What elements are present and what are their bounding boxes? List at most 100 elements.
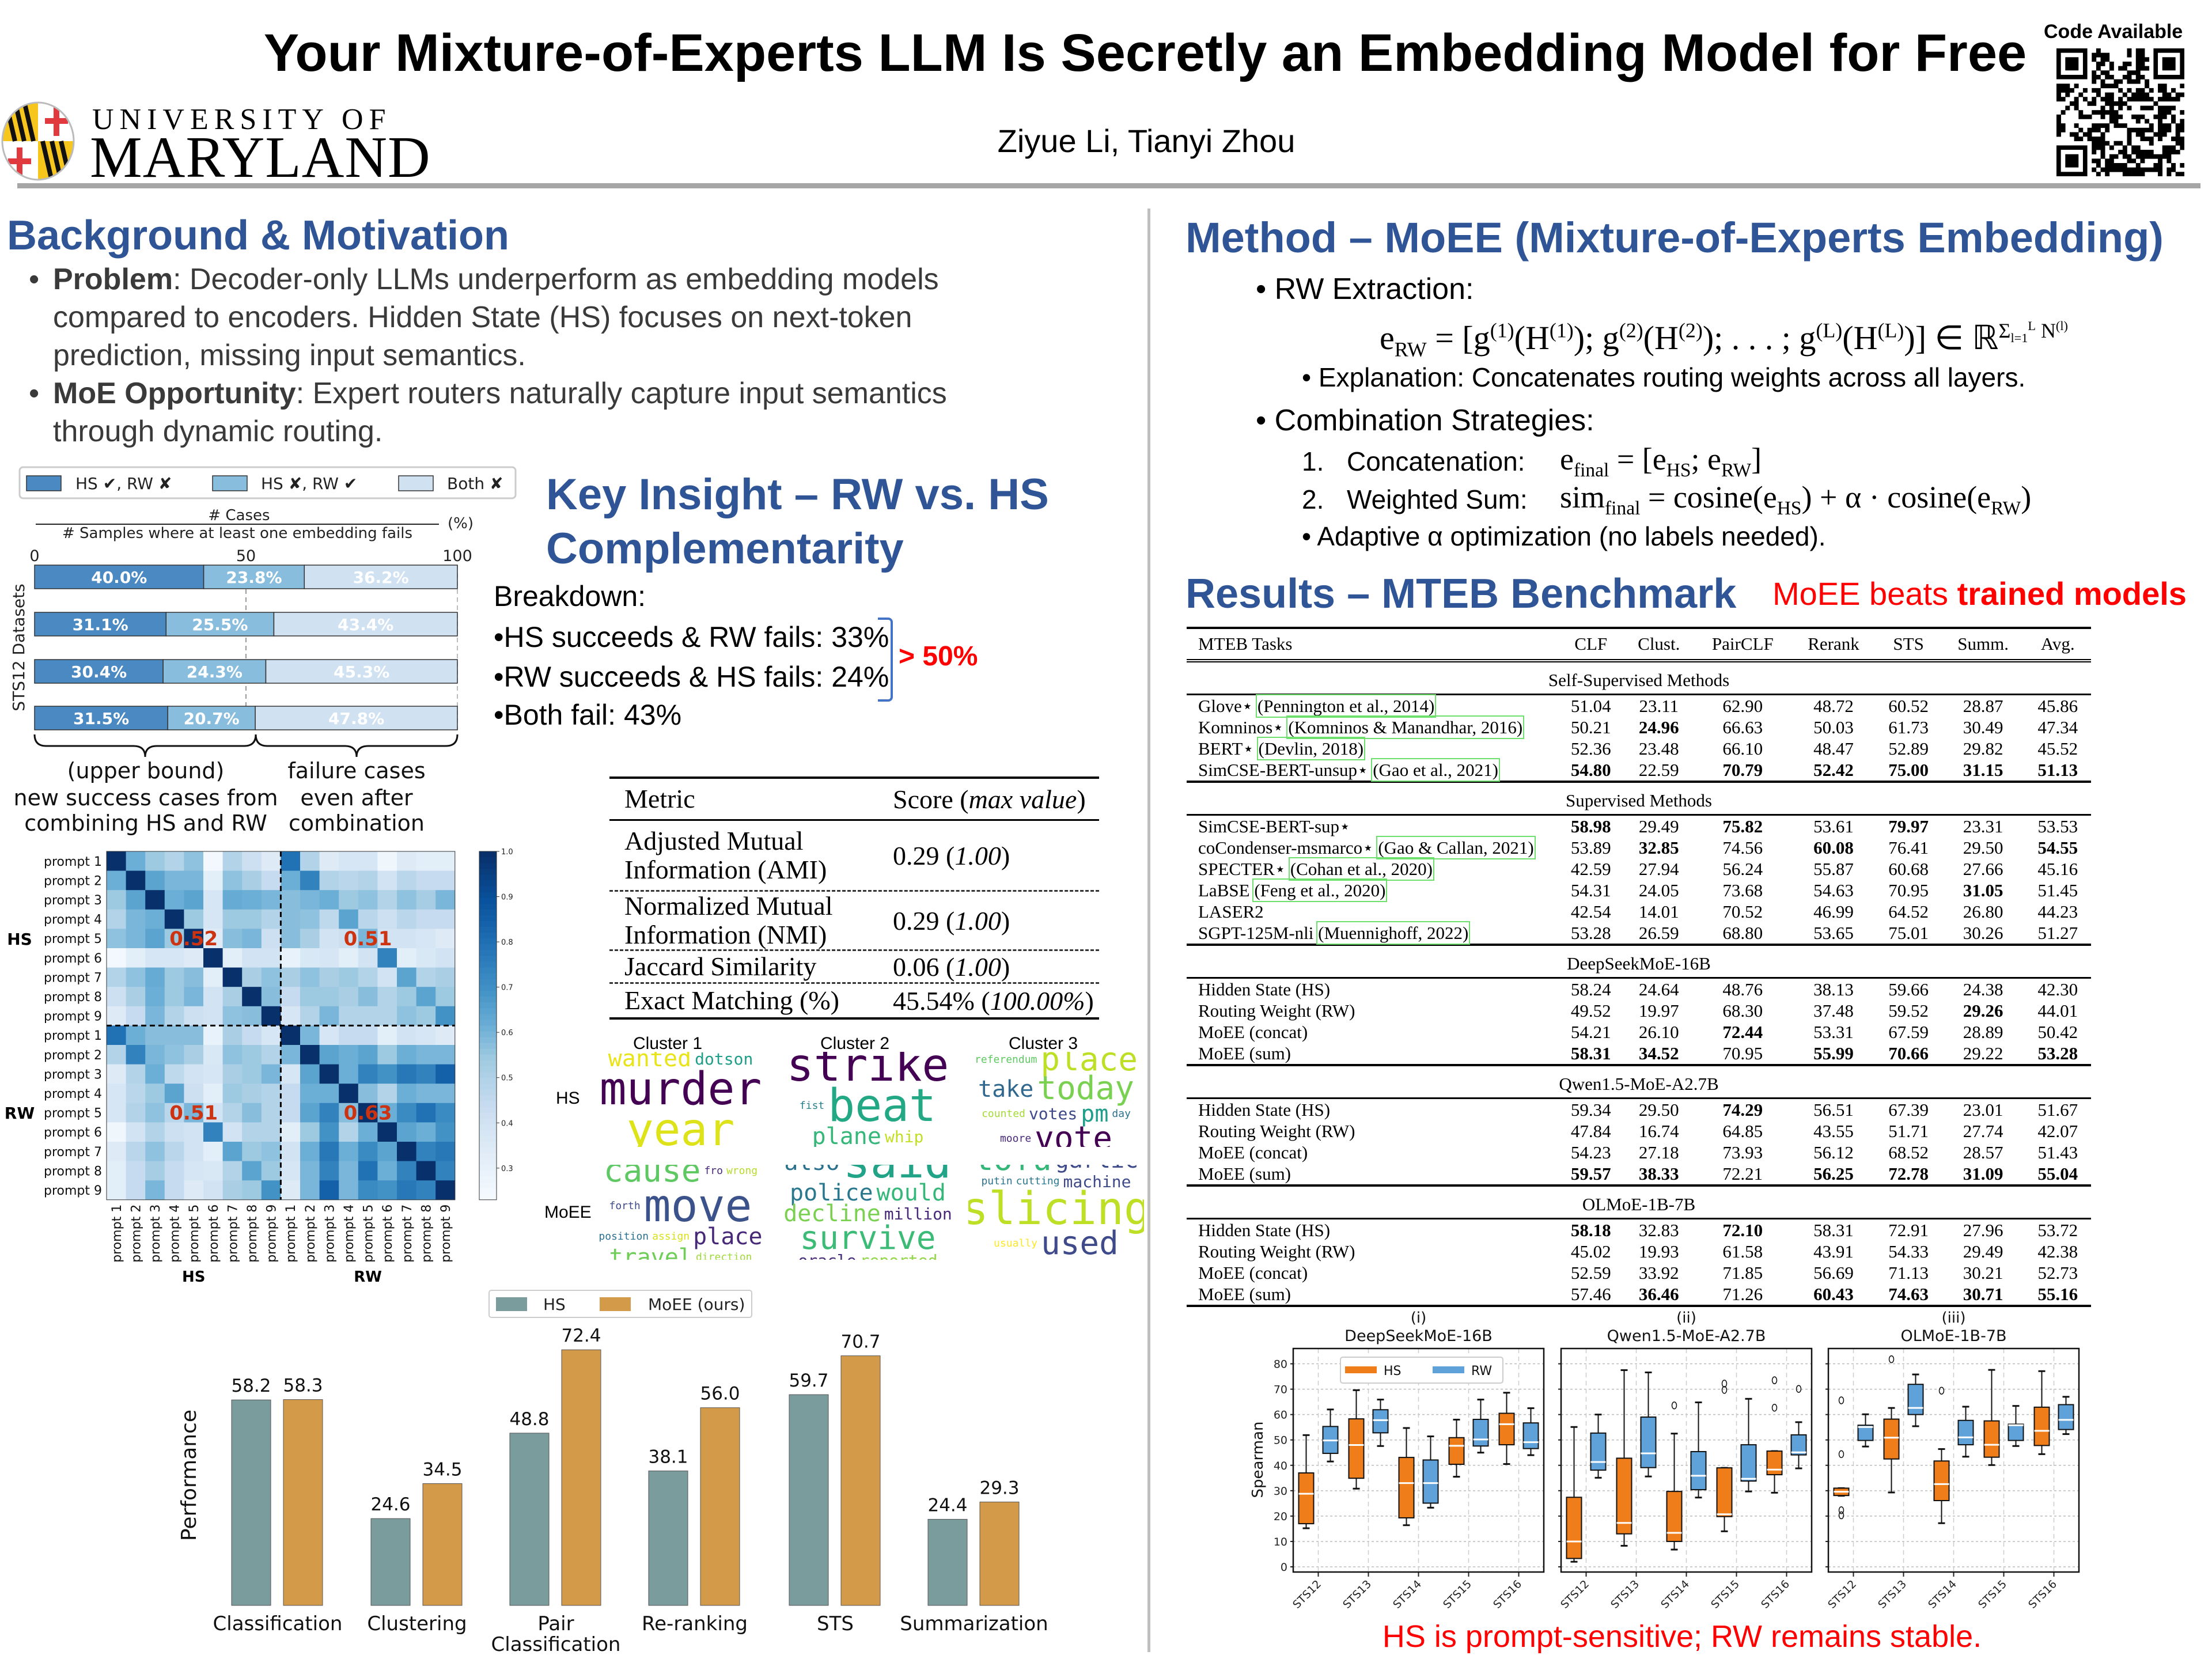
score-cell: 28.57 <box>1963 1142 2003 1162</box>
model-label: LASER2 <box>1198 901 1264 922</box>
heatmap-cell <box>184 1006 204 1026</box>
hs-box <box>1348 1418 1365 1479</box>
heatmap-cell <box>339 909 359 929</box>
qr-module <box>2092 123 2097 128</box>
heatmap-cell <box>184 929 204 949</box>
qr-module <box>2056 127 2061 132</box>
y-tick-label: 40 <box>1274 1460 1287 1472</box>
score-cell: 29.49 <box>1638 816 1679 836</box>
qr-module <box>2109 110 2114 115</box>
colorbar-segment <box>479 956 497 963</box>
row-label: prompt 8 <box>44 1164 102 1179</box>
heatmap-cell <box>319 870 339 891</box>
box-panel: (iii)OLMoE-1B-7B STS12 STS13 STS14 STS15 STS1… <box>1825 1309 2080 1611</box>
colorbar-segment <box>479 1159 497 1165</box>
block-annotation: 0.51 <box>169 1102 218 1125</box>
qr-module <box>2135 88 2141 93</box>
axis-title-denominator: # Samples where at least one embedding f… <box>62 525 412 542</box>
score-cell: 29.22 <box>1941 1043 2025 1066</box>
heatmap-cell <box>203 1064 223 1084</box>
heatmap-cell <box>300 1103 320 1123</box>
heatmap-cell <box>242 909 262 929</box>
annotation-right: even after <box>300 785 413 810</box>
bar-segment <box>203 565 305 589</box>
heatmap-cell <box>261 929 281 949</box>
qr-module <box>2131 79 2137 84</box>
bar-value-label: 72.4 <box>561 1325 601 1346</box>
block-annotation: 0.51 <box>344 927 392 950</box>
heatmap-cell <box>339 1122 359 1142</box>
qr-module <box>2109 84 2114 89</box>
heatmap-cell <box>416 1122 436 1142</box>
qr-module <box>2145 79 2150 84</box>
qr-module <box>2078 114 2084 119</box>
heatmap-cell <box>203 909 223 929</box>
colorbar-segment <box>479 1025 497 1032</box>
metric-row: Normalized Mutual Information (NMI) 0.29 … <box>609 892 1099 951</box>
heatmap-cell <box>107 967 126 987</box>
poster-title: Your Mixture-of-Experts LLM Is Secretly … <box>263 24 2027 82</box>
heatmap-cell <box>126 948 146 968</box>
heatmap-cell <box>377 870 397 891</box>
model-label: Routing Weight (RW) <box>1198 1241 1355 1262</box>
outlier-point <box>1838 1506 1844 1514</box>
heatmap-cell <box>261 1103 281 1123</box>
heatmap-cell <box>416 1045 436 1065</box>
citation-link: (Pennington et al., 2014) <box>1255 694 1437 718</box>
heatmap-cell <box>358 1064 378 1084</box>
qr-module <box>2105 84 2110 89</box>
colorbar-segment <box>479 1101 497 1108</box>
qr-module <box>2100 150 2105 155</box>
colorbar-segment <box>479 903 497 910</box>
qr-module <box>2145 137 2150 142</box>
brace-icon <box>878 618 893 702</box>
cloud-word: today <box>1037 1070 1134 1108</box>
heatmap-cell <box>397 909 416 929</box>
heatmap-cell <box>222 1161 243 1181</box>
row-label: prompt 2 <box>44 1048 102 1063</box>
score-cell: 55.99 <box>1791 1043 1876 1066</box>
score-cell: 72.44 <box>1722 1021 1763 1042</box>
hs-box <box>1716 1467 1733 1517</box>
model-label: MoEE (concat) <box>1198 1021 1308 1042</box>
qr-code[interactable] <box>2056 48 2184 176</box>
mteb-results-table: MTEB Tasks CLF Clust. PairCLF Rerank STS Summ.… <box>1187 627 2091 1307</box>
heatmap-cell <box>358 929 378 949</box>
qr-module <box>2113 141 2119 146</box>
heatmap-cell <box>107 1084 126 1104</box>
heatmap-cell <box>242 1161 262 1181</box>
model-label: SGPT-125M-nli <box>1198 922 1319 943</box>
qr-module <box>2065 88 2070 93</box>
score-cell: 53.65 <box>1791 922 1876 946</box>
qr-module <box>2140 137 2145 142</box>
heatmap-cell <box>358 1103 378 1123</box>
heatmap-cell <box>126 1122 146 1142</box>
qr-module <box>2127 127 2132 132</box>
x-tick-label: STS14 <box>1658 1578 1692 1611</box>
score-value: 45.54% ( <box>893 986 990 1016</box>
panel-title: OLMoE-1B-7B <box>1900 1327 2006 1345</box>
model-name: MoEE (concat) <box>1187 1021 1558 1043</box>
heatmap-cell <box>203 948 223 968</box>
heatmap-cell <box>126 909 146 929</box>
heatmap-cell <box>164 890 184 910</box>
table-row: SGPT-125M-nli (Muennighoff, 2022) 53.28 26… <box>1187 921 2091 946</box>
heatmap-cell <box>126 1064 146 1084</box>
heatmap-cell <box>300 948 320 968</box>
qr-module <box>2158 127 2163 132</box>
qr-module <box>2092 145 2097 150</box>
bar-value-label: 24.6 <box>370 1494 410 1515</box>
colorbar-tick-label: 0.9 <box>501 893 513 902</box>
score-cell: 28.89 <box>1963 1021 2003 1042</box>
metric-score: 0.06 (1.00) <box>893 952 1099 982</box>
qr-module <box>2074 123 2079 128</box>
score-cell: 27.94 <box>1638 858 1679 879</box>
heatmap-cell <box>397 870 416 891</box>
qr-module <box>2122 163 2127 168</box>
qr-module <box>2131 167 2137 172</box>
score-cell: 55.87 <box>1813 858 1854 879</box>
qr-module <box>2145 127 2150 132</box>
metric-name: Jaccard Similarity <box>624 952 817 981</box>
qr-module <box>2175 123 2180 128</box>
column-header: PairCLF <box>1694 627 1792 662</box>
